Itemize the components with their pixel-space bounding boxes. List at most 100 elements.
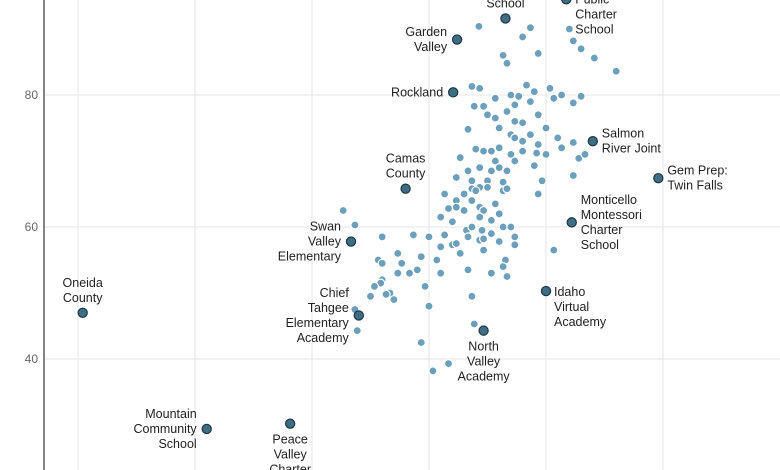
- data-point: [471, 186, 481, 196]
- data-point: [443, 359, 454, 369]
- data-point: [369, 281, 379, 291]
- data-point: [490, 156, 500, 166]
- point-label: School: [158, 437, 196, 451]
- point-label: North: [468, 340, 499, 354]
- data-point: [517, 118, 528, 128]
- data-point: [576, 44, 586, 54]
- data-point: [549, 245, 559, 255]
- data-point: [525, 96, 536, 107]
- data-point: [506, 222, 516, 232]
- data-point: [510, 156, 520, 166]
- point-label: Academy: [297, 331, 350, 345]
- data-point: [533, 189, 543, 199]
- data-points: [338, 21, 621, 376]
- point-label: County: [63, 291, 103, 305]
- data-point: [451, 172, 461, 183]
- highlighted-point: [451, 34, 463, 45]
- point-label: Chief: [320, 286, 350, 300]
- data-point: [397, 258, 407, 268]
- data-point: [459, 189, 469, 199]
- data-point: [475, 212, 485, 222]
- point-label: Idaho: [554, 285, 585, 299]
- data-point: [416, 252, 426, 262]
- data-point: [553, 133, 563, 143]
- data-point: [440, 230, 450, 240]
- data-point: [463, 166, 473, 176]
- data-point: [568, 170, 578, 181]
- data-point: [412, 265, 422, 275]
- highlighted-point: [284, 418, 296, 429]
- data-point: [517, 146, 528, 156]
- highlighted-point: [447, 87, 459, 98]
- data-point: [494, 209, 504, 219]
- highlighted-point: [561, 0, 572, 5]
- data-point: [568, 98, 578, 108]
- data-point: [377, 258, 387, 268]
- point-label: Garden: [405, 25, 447, 39]
- data-point: [498, 50, 508, 61]
- data-point: [455, 153, 465, 163]
- data-point: [365, 291, 376, 301]
- highlighted-point: [653, 172, 664, 184]
- data-point: [529, 87, 539, 97]
- data-point: [502, 271, 512, 282]
- data-point: [467, 291, 477, 301]
- data-point: [352, 326, 362, 336]
- point-label: Gem Prep:: [667, 164, 727, 178]
- data-point: [486, 229, 496, 239]
- data-point: [474, 21, 484, 31]
- highlighted-point: [201, 423, 212, 435]
- point-label: Twin Falls: [667, 179, 723, 193]
- data-point: [541, 149, 551, 159]
- point-label: Monticello: [581, 193, 637, 207]
- data-point: [393, 268, 403, 278]
- data-point: [463, 124, 473, 134]
- y-tick-labels: 40 60 80: [25, 88, 39, 366]
- data-point: [428, 366, 438, 376]
- data-point: [510, 100, 520, 110]
- data-point: [424, 232, 434, 242]
- data-point: [498, 222, 508, 232]
- data-point: [490, 199, 500, 209]
- point-label: Montessori: [581, 208, 642, 222]
- point-label: School: [486, 0, 524, 10]
- highlighted-point: [353, 310, 364, 321]
- data-point: [486, 146, 496, 156]
- data-point: [568, 36, 578, 46]
- point-label: Charter: [581, 223, 623, 237]
- data-point: [533, 48, 543, 59]
- data-point: [490, 93, 500, 103]
- highlighted-point: [587, 135, 599, 147]
- data-point: [498, 262, 508, 272]
- data-point: [463, 265, 473, 275]
- highlighted-point: [345, 236, 357, 247]
- point-label: Academy: [458, 370, 511, 384]
- data-point: [494, 236, 504, 247]
- point-label: Public: [575, 0, 609, 6]
- data-point: [482, 182, 493, 192]
- data-point: [440, 189, 450, 199]
- point-label: Salmon: [602, 127, 644, 141]
- data-point: [494, 143, 504, 153]
- data-point: [451, 202, 461, 212]
- data-point: [502, 184, 512, 194]
- highlighted-point: [540, 285, 552, 297]
- data-point: [404, 268, 415, 278]
- point-label: Tahgee: [308, 301, 349, 315]
- data-point: [467, 222, 477, 232]
- data-point: [469, 319, 479, 329]
- data-point: [494, 123, 504, 133]
- point-label: Oneida: [63, 276, 103, 290]
- data-point: [479, 146, 489, 156]
- data-point: [475, 163, 485, 173]
- data-point: [568, 137, 578, 148]
- data-point: [510, 240, 520, 250]
- point-label: Virtual: [554, 300, 589, 314]
- point-label: School: [581, 238, 619, 252]
- data-point: [436, 212, 446, 222]
- data-point: [529, 161, 539, 171]
- point-label: Peace: [272, 433, 307, 447]
- data-point: [393, 248, 403, 258]
- data-point: [545, 83, 555, 94]
